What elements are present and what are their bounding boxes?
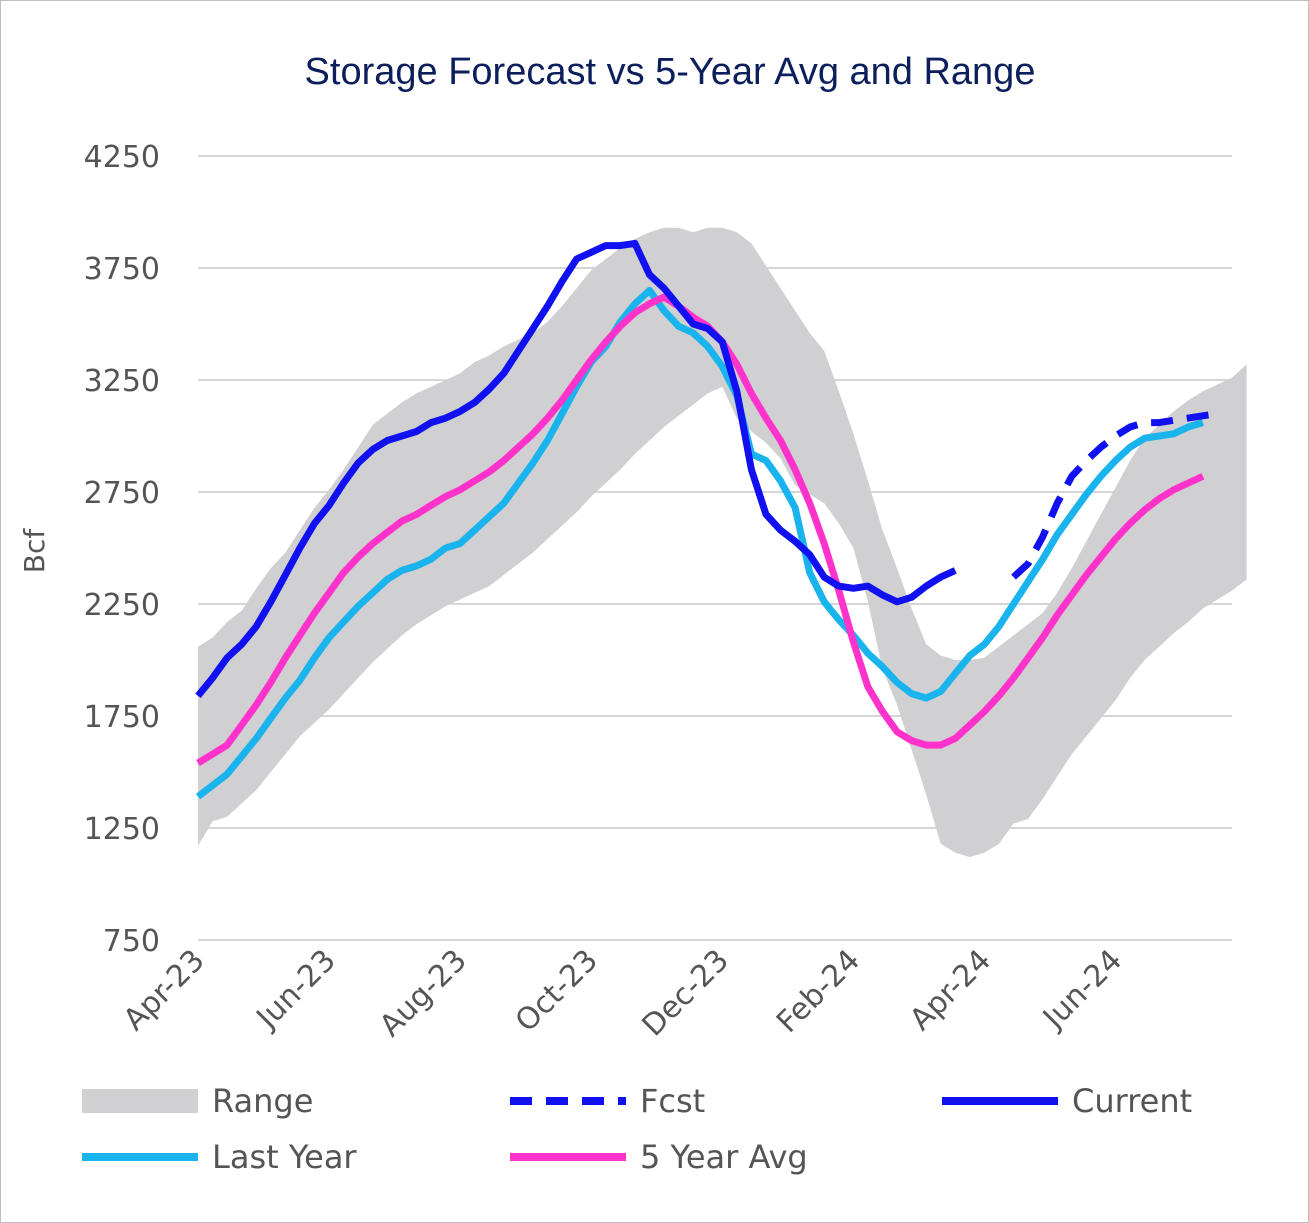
x-tick-label: Apr-24 bbox=[903, 943, 998, 1038]
x-tick-label: Oct-23 bbox=[509, 943, 605, 1039]
series-lines-layer bbox=[195, 239, 1218, 800]
legend-item-fcst: Fcst bbox=[510, 1082, 705, 1120]
series-5-year-avg-line bbox=[196, 293, 1205, 766]
legend-item-last-year: Last Year bbox=[82, 1138, 357, 1176]
y-tick-label: 1750 bbox=[84, 700, 160, 735]
x-tick-label: Dec-23 bbox=[635, 943, 735, 1043]
chart-title: Storage Forecast vs 5-Year Avg and Range bbox=[305, 51, 1036, 93]
y-tick-label: 3250 bbox=[84, 364, 160, 399]
legend: Range Fcst Current Last Year 5 Year Avg bbox=[82, 1082, 1192, 1176]
y-tick-label: 750 bbox=[103, 924, 160, 959]
legend-label: Range bbox=[212, 1082, 313, 1120]
series-last-year-line bbox=[195, 286, 1204, 800]
legend-label: Current bbox=[1072, 1082, 1192, 1120]
series-current-line bbox=[195, 239, 957, 699]
y-tick-labels: 4250 3750 3250 2750 2250 1750 1250 750 bbox=[84, 140, 160, 959]
y-axis-label: Bcf bbox=[18, 528, 51, 574]
x-tick-label: Jun-24 bbox=[1035, 943, 1129, 1037]
legend-label: Fcst bbox=[640, 1082, 705, 1120]
legend-item-5-year-avg: 5 Year Avg bbox=[510, 1138, 808, 1176]
legend-swatch bbox=[82, 1089, 198, 1113]
legend-label: 5 Year Avg bbox=[640, 1138, 808, 1176]
x-tick-label: Aug-23 bbox=[373, 943, 474, 1044]
series-range-band bbox=[198, 227, 1247, 858]
y-tick-label: 1250 bbox=[84, 812, 160, 847]
x-tick-label: Feb-24 bbox=[770, 943, 867, 1040]
y-tick-label: 4250 bbox=[84, 140, 160, 175]
range-band-layer bbox=[198, 227, 1247, 858]
y-tick-label: 3750 bbox=[84, 252, 160, 287]
legend-item-range: Range bbox=[82, 1082, 313, 1120]
legend-item-current: Current bbox=[942, 1082, 1192, 1120]
y-tick-label: 2750 bbox=[84, 476, 160, 511]
y-tick-label: 2250 bbox=[84, 588, 160, 623]
x-tick-label: Jun-23 bbox=[249, 943, 343, 1037]
legend-label: Last Year bbox=[212, 1138, 357, 1176]
x-tick-labels: Apr-23 Jun-23 Aug-23 Oct-23 Dec-23 Feb-24 Apr-… bbox=[117, 943, 1129, 1044]
